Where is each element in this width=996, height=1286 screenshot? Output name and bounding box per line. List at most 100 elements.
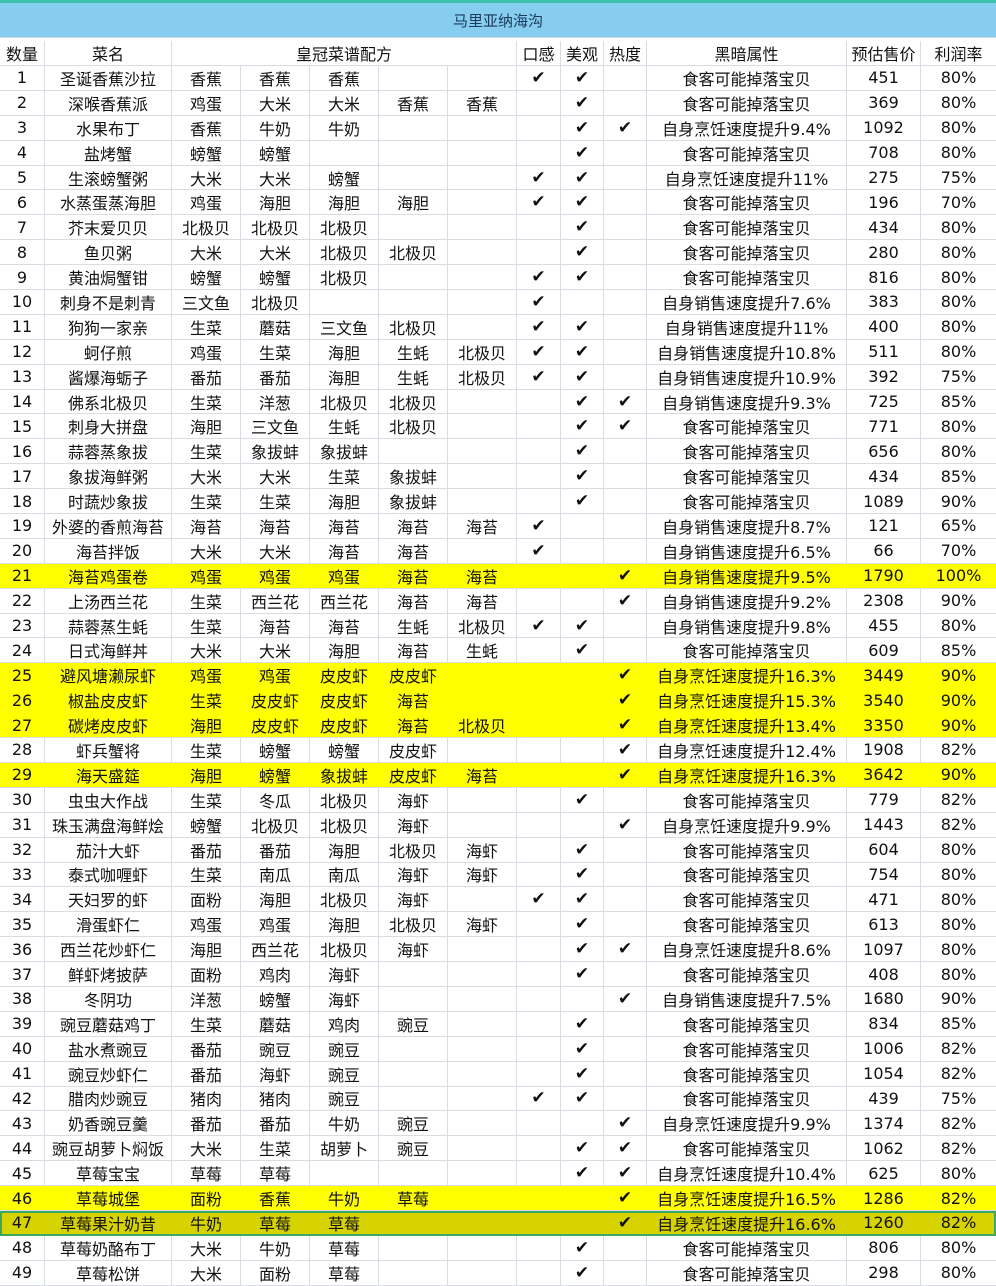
- cell-margin[interactable]: 82%: [940, 1039, 977, 1059]
- cell-ingredient[interactable]: 牛奶: [241, 115, 310, 140]
- cell-ingredient[interactable]: [448, 464, 517, 489]
- cell-ingredient[interactable]: 螃蟹: [310, 165, 379, 190]
- cell-ingredient[interactable]: 生蚝: [379, 613, 448, 638]
- cell-heat[interactable]: [604, 613, 647, 638]
- cell-ingredient[interactable]: [379, 290, 448, 314]
- cell-ingredient[interactable]: 面粉: [172, 962, 241, 986]
- cell-num[interactable]: 30: [0, 787, 45, 812]
- cell-ingredient[interactable]: 海胆: [379, 190, 448, 215]
- table-row[interactable]: 44 豌豆胡萝卜焖饭 大米 生菜 胡萝卜 豌豆 ✔ ✔ 食客可能掉落宝贝 1062 82%: [0, 1136, 996, 1162]
- cell-ingredient[interactable]: 海苔: [172, 514, 241, 538]
- cell-taste[interactable]: [517, 812, 561, 837]
- cell-margin[interactable]: 70%: [940, 541, 977, 561]
- cell-price[interactable]: 2308: [847, 588, 921, 613]
- cell-ingredient[interactable]: 番茄: [172, 1061, 241, 1086]
- cell-attr[interactable]: 自身销售速度提升7.5%: [647, 986, 847, 1011]
- cell-ingredient[interactable]: [448, 1186, 517, 1210]
- cell-ingredient[interactable]: [310, 1161, 379, 1186]
- cell-margin[interactable]: 75%: [940, 367, 977, 387]
- cell-name[interactable]: 上汤西兰花: [45, 588, 172, 613]
- cell-ingredient[interactable]: 生菜: [172, 314, 241, 339]
- cell-price[interactable]: 1097: [847, 937, 921, 962]
- cell-margin[interactable]: 82%: [940, 740, 977, 760]
- cell-attr[interactable]: 食客可能掉落宝贝: [647, 1260, 847, 1285]
- cell-ingredient[interactable]: 生菜: [172, 389, 241, 414]
- cell-ingredient[interactable]: [379, 165, 448, 190]
- cell-ingredient[interactable]: 西兰花: [310, 588, 379, 613]
- cell-ingredient[interactable]: 鸡肉: [310, 1011, 379, 1036]
- cell-margin[interactable]: 85%: [940, 466, 977, 486]
- cell-ingredient[interactable]: 生蚝: [310, 414, 379, 439]
- cell-num[interactable]: 7: [0, 215, 45, 240]
- cell-ingredient[interactable]: [448, 1211, 517, 1235]
- cell-price[interactable]: 816: [847, 265, 921, 290]
- cell-ingredient[interactable]: 海苔: [310, 538, 379, 563]
- cell-look[interactable]: ✔: [561, 962, 604, 986]
- cell-heat[interactable]: ✔: [604, 688, 647, 712]
- cell-num[interactable]: 5: [0, 165, 45, 190]
- cell-ingredient[interactable]: [448, 1111, 517, 1136]
- cell-look[interactable]: [561, 663, 604, 687]
- cell-num[interactable]: 33: [0, 862, 45, 887]
- cell-attr[interactable]: 食客可能掉落宝贝: [647, 140, 847, 165]
- cell-ingredient[interactable]: 香蕉: [310, 66, 379, 90]
- cell-heat[interactable]: [604, 514, 647, 538]
- cell-margin[interactable]: 75%: [940, 168, 977, 187]
- cell-name[interactable]: 椒盐皮皮虾: [67, 692, 148, 712]
- cell-ingredient[interactable]: 生蚝: [448, 638, 517, 663]
- cell-look[interactable]: ✔: [561, 787, 604, 812]
- cell-price[interactable]: 779: [847, 787, 921, 812]
- cell-ingredient[interactable]: 生菜: [310, 464, 379, 489]
- cell-heat[interactable]: [604, 165, 647, 190]
- cell-num[interactable]: 4: [0, 140, 45, 165]
- cell-ingredient[interactable]: [310, 140, 379, 165]
- cell-look[interactable]: [561, 1186, 604, 1210]
- cell-attr[interactable]: 自身销售速度提升9.3%: [647, 389, 847, 414]
- cell-num[interactable]: 37: [0, 962, 45, 986]
- cell-ingredient[interactable]: [448, 190, 517, 215]
- table-row[interactable]: 33 泰式咖喱虾 生菜 南瓜 南瓜 海虾 海虾 ✔ 食客可能掉落宝贝 754 80%: [0, 862, 996, 888]
- cell-ingredient[interactable]: 海胆: [189, 766, 222, 786]
- cell-ingredient[interactable]: 生菜: [172, 738, 241, 762]
- cell-attr[interactable]: 自身烹饪速度提升8.6%: [647, 937, 847, 962]
- cell-ingredient[interactable]: 三文鱼: [172, 290, 241, 314]
- cell-heat[interactable]: [604, 66, 647, 90]
- cell-taste[interactable]: [517, 564, 561, 588]
- cell-heat[interactable]: [604, 1036, 647, 1061]
- cell-ingredient[interactable]: 皮皮虾: [319, 717, 368, 737]
- cell-ingredient[interactable]: 北极贝: [172, 215, 241, 240]
- cell-ingredient[interactable]: 螃蟹: [241, 140, 310, 165]
- cell-margin[interactable]: 80%: [940, 143, 977, 163]
- cell-ingredient[interactable]: 香蕉: [172, 66, 241, 90]
- cell-ingredient[interactable]: 生蚝: [379, 364, 448, 389]
- cell-ingredient[interactable]: 生菜: [172, 588, 241, 613]
- cell-ingredient[interactable]: 三文鱼: [241, 414, 310, 439]
- cell-ingredient[interactable]: 海胆: [241, 887, 310, 912]
- cell-ingredient[interactable]: 鸡蛋: [172, 339, 241, 364]
- cell-heat[interactable]: [604, 862, 647, 887]
- cell-ingredient[interactable]: 北极贝: [310, 240, 379, 265]
- header-taste[interactable]: 口感: [517, 41, 561, 65]
- cell-ingredient[interactable]: 草莓: [310, 1235, 379, 1260]
- table-row[interactable]: 41 豌豆炒虾仁 番茄 海虾 豌豆 ✔ 食客可能掉落宝贝 1054 82%: [0, 1061, 996, 1087]
- cell-ingredient[interactable]: [379, 439, 448, 464]
- cell-heat[interactable]: [604, 489, 647, 514]
- cell-ingredient[interactable]: 北极贝: [310, 215, 379, 240]
- cell-ingredient[interactable]: 海虾: [379, 787, 448, 812]
- cell-name[interactable]: 鱼贝粥: [45, 240, 172, 265]
- cell-name[interactable]: 黄油焗蟹钳: [45, 265, 172, 290]
- cell-num[interactable]: 35: [0, 912, 45, 937]
- cell-price[interactable]: 511: [847, 339, 921, 364]
- cell-num[interactable]: 11: [0, 314, 45, 339]
- cell-margin[interactable]: 80%: [940, 242, 977, 262]
- cell-heat[interactable]: [604, 439, 647, 464]
- cell-name[interactable]: 草莓城堡: [75, 1190, 140, 1210]
- cell-ingredient[interactable]: 生菜: [189, 692, 222, 712]
- cell-ingredient[interactable]: 牛奶: [189, 1214, 222, 1234]
- cell-look[interactable]: ✔: [561, 638, 604, 663]
- cell-taste[interactable]: ✔: [517, 190, 561, 215]
- table-row[interactable]: 18 时蔬炒象拔 生菜 生菜 海胆 象拔蚌 ✔ 食客可能掉落宝贝 1089 90%: [0, 489, 996, 515]
- cell-ingredient[interactable]: 大米: [172, 638, 241, 663]
- cell-attr[interactable]: 食客可能掉落宝贝: [647, 90, 847, 115]
- cell-attr[interactable]: 自身烹饪速度提升9.9%: [647, 812, 847, 837]
